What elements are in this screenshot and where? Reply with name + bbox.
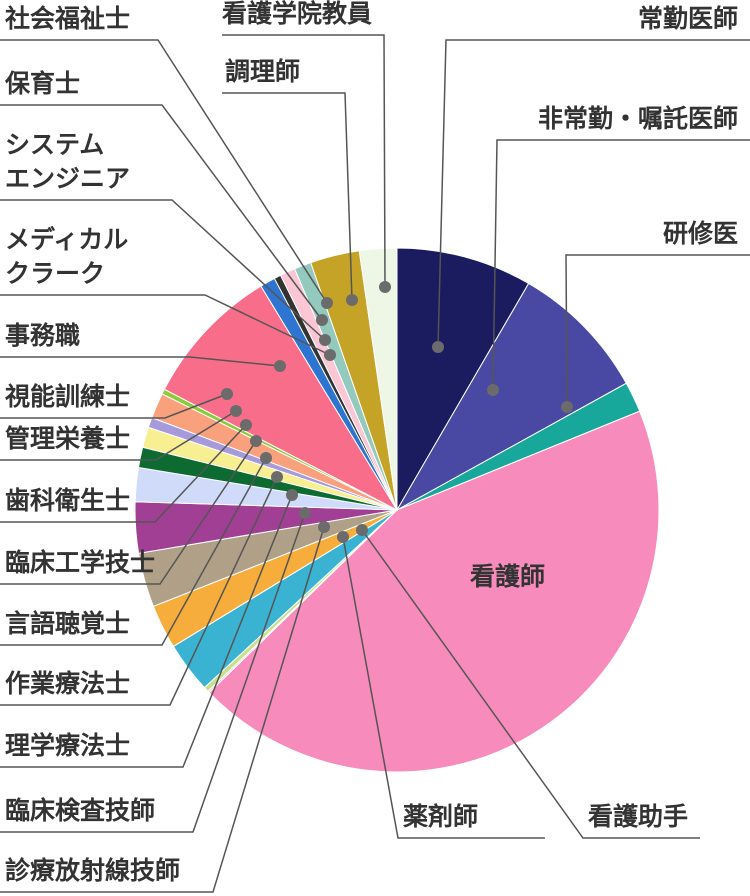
dot-eiyo — [230, 405, 242, 417]
label-kango: 看護師 — [470, 562, 545, 591]
label-shika: 歯科衛生士 — [5, 486, 130, 515]
leader-lines — [0, 34, 750, 893]
leader-shino — [0, 393, 228, 419]
dot-sagyo — [271, 471, 283, 483]
leader-chori — [222, 92, 353, 301]
dot-kango-joshu — [356, 524, 368, 536]
label-hoiku: 保育士 — [4, 69, 80, 98]
leader-rigaku — [0, 494, 293, 768]
dot-fukushi — [321, 297, 333, 309]
leader-eiyo — [0, 410, 237, 461]
dot-chori — [346, 294, 358, 306]
dot-hijokin — [487, 384, 499, 396]
leader-kango-joshu — [361, 529, 700, 839]
dot-yakuzai — [337, 531, 349, 543]
dot-system — [319, 334, 331, 346]
label-rigaku: 理学療法士 — [5, 731, 130, 760]
pie-slice-22 — [358, 247, 398, 511]
leader-jokin — [437, 39, 750, 348]
dot-kensa — [299, 507, 311, 519]
pie-slice-0 — [396, 247, 530, 512]
dot-hoshasen — [318, 521, 330, 533]
dot-shino — [221, 388, 233, 400]
label-shino: 視能訓練士 — [5, 382, 130, 411]
label-kango-joshu: 看護助手 — [588, 802, 688, 831]
dot-jimu — [274, 360, 286, 372]
leader-medical — [0, 294, 331, 356]
dot-hoiku — [316, 314, 328, 326]
label-gengo: 言語聴覚士 — [5, 609, 130, 638]
label-fukushi: 社会福祉士 — [5, 4, 130, 33]
dot-rigaku — [286, 489, 298, 501]
dot-shika — [240, 419, 252, 431]
dot-kyoin — [379, 281, 391, 293]
leader-dots — [221, 281, 573, 543]
label-kyoin: 看護学院教員 — [222, 0, 372, 28]
leader-hoshasen — [0, 526, 325, 893]
leader-yakuzai — [342, 536, 545, 839]
label-medical-line2: クラーク — [5, 259, 105, 288]
dot-kogaku — [250, 435, 262, 447]
label-chori: 調理師 — [225, 57, 300, 86]
pie-slices — [134, 247, 660, 773]
leader-system — [0, 199, 326, 341]
leader-kyoin — [222, 34, 386, 288]
leader-fukushi — [0, 39, 328, 304]
leader-hijokin — [492, 139, 750, 391]
label-hoshasen: 診療放射線技師 — [5, 856, 180, 885]
leader-gengo — [0, 457, 267, 646]
leader-jimu — [0, 356, 281, 367]
dot-medical — [324, 349, 336, 361]
leader-sagyo — [0, 476, 278, 706]
pie-slice-16 — [163, 285, 399, 512]
label-hijokin: 非常勤・嘱託医師 — [538, 104, 738, 133]
label-kogaku: 臨床工学技士 — [5, 548, 155, 577]
leader-shika — [0, 424, 247, 523]
label-eiyo: 管理栄養士 — [5, 424, 130, 453]
label-medical-line1: メディカル — [5, 225, 128, 254]
label-kensa: 臨床検査技師 — [5, 796, 155, 825]
leader-hoiku — [0, 104, 323, 321]
label-system-line2: エンジニア — [5, 164, 130, 193]
label-kenshu: 研修医 — [663, 219, 738, 248]
pie-slice-3 — [208, 410, 660, 773]
leader-kenshu — [565, 254, 750, 408]
dot-kenshu — [561, 401, 573, 413]
label-system-line1: システム — [5, 130, 104, 159]
dot-jokin — [432, 341, 444, 353]
label-yakuzai: 薬剤師 — [403, 802, 478, 831]
slice-labels: 常勤医師 非常勤・嘱託医師 研修医 看護師 看護助手 薬剤師 診療放射線技師 臨… — [4, 0, 738, 885]
label-sagyo: 作業療法士 — [5, 669, 130, 698]
pie-slice-1 — [395, 282, 627, 512]
label-jokin: 常勤医師 — [638, 4, 738, 33]
dot-gengo — [260, 452, 272, 464]
leader-kensa — [0, 512, 306, 833]
label-jimu: 事務職 — [5, 321, 80, 350]
leader-kogaku — [0, 440, 257, 585]
